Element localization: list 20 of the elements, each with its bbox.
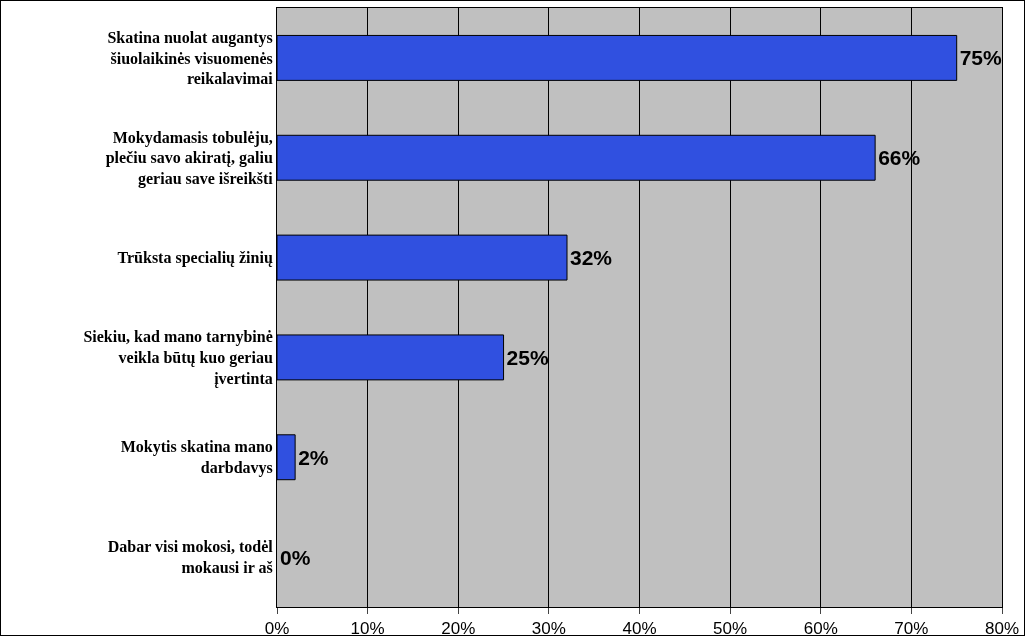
y-tick-label: Mokytis skatina mano darbdavys xyxy=(120,438,273,478)
y-tick-label: Dabar visi mokosi, todėl mokausi ir aš xyxy=(107,538,274,577)
x-tick-label: 0% xyxy=(264,619,290,636)
x-tick-label: 80% xyxy=(984,619,1020,636)
x-tick-label: 20% xyxy=(441,619,476,636)
data-label: 75% xyxy=(959,46,1003,70)
x-tick-label: 30% xyxy=(531,619,566,636)
data-label: 2% xyxy=(298,445,329,469)
x-tick-label: 10% xyxy=(350,619,385,636)
y-tick-label: Mokydamasis tobulėju, plečiu savo akiratį, galiu geriau save išreikšti xyxy=(105,128,274,189)
y-tick-label: Trūksta specialių žinių xyxy=(117,249,273,268)
x-tick-label: 60% xyxy=(803,619,838,636)
x-tick-label: 50% xyxy=(713,619,748,636)
x-tick-label: 40% xyxy=(622,619,657,636)
data-label: 0% xyxy=(280,545,311,569)
data-label: 25% xyxy=(506,345,549,369)
y-tick-label: Siekiu, kad mano tarnybinė veikla būtų kuo geriau įvertinta xyxy=(83,328,273,388)
x-tick-label: 70% xyxy=(894,619,929,636)
data-label: 32% xyxy=(570,246,613,270)
y-tick-label: Skatina nuolat augantys šiuolaikinės visuomenės reikalavimai xyxy=(107,28,274,88)
